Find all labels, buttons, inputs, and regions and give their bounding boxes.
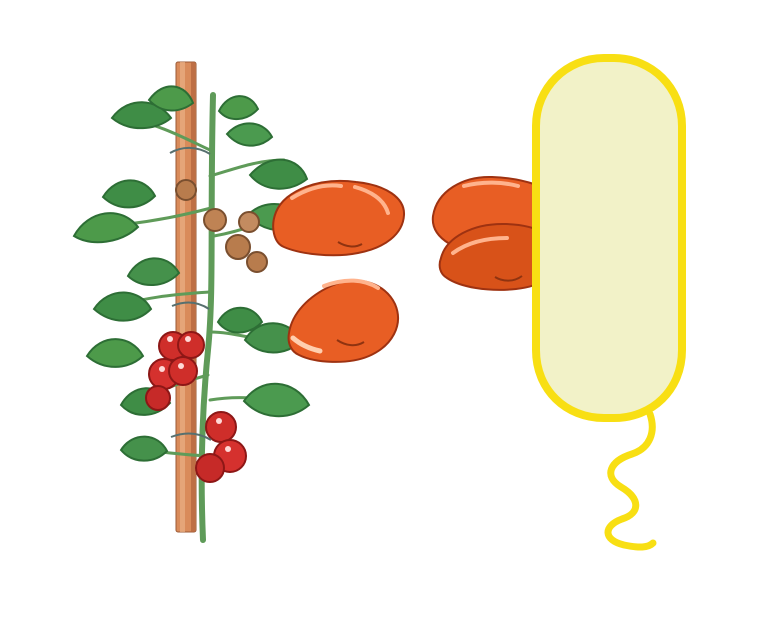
bacterium-body: [536, 58, 682, 418]
glove-lower-left: [289, 281, 398, 362]
glove-upper-left: [273, 181, 404, 255]
tomato-plant: [74, 62, 309, 540]
stake: [176, 62, 196, 532]
bacterium: [536, 58, 682, 547]
bacterium-flagellum: [608, 414, 653, 547]
